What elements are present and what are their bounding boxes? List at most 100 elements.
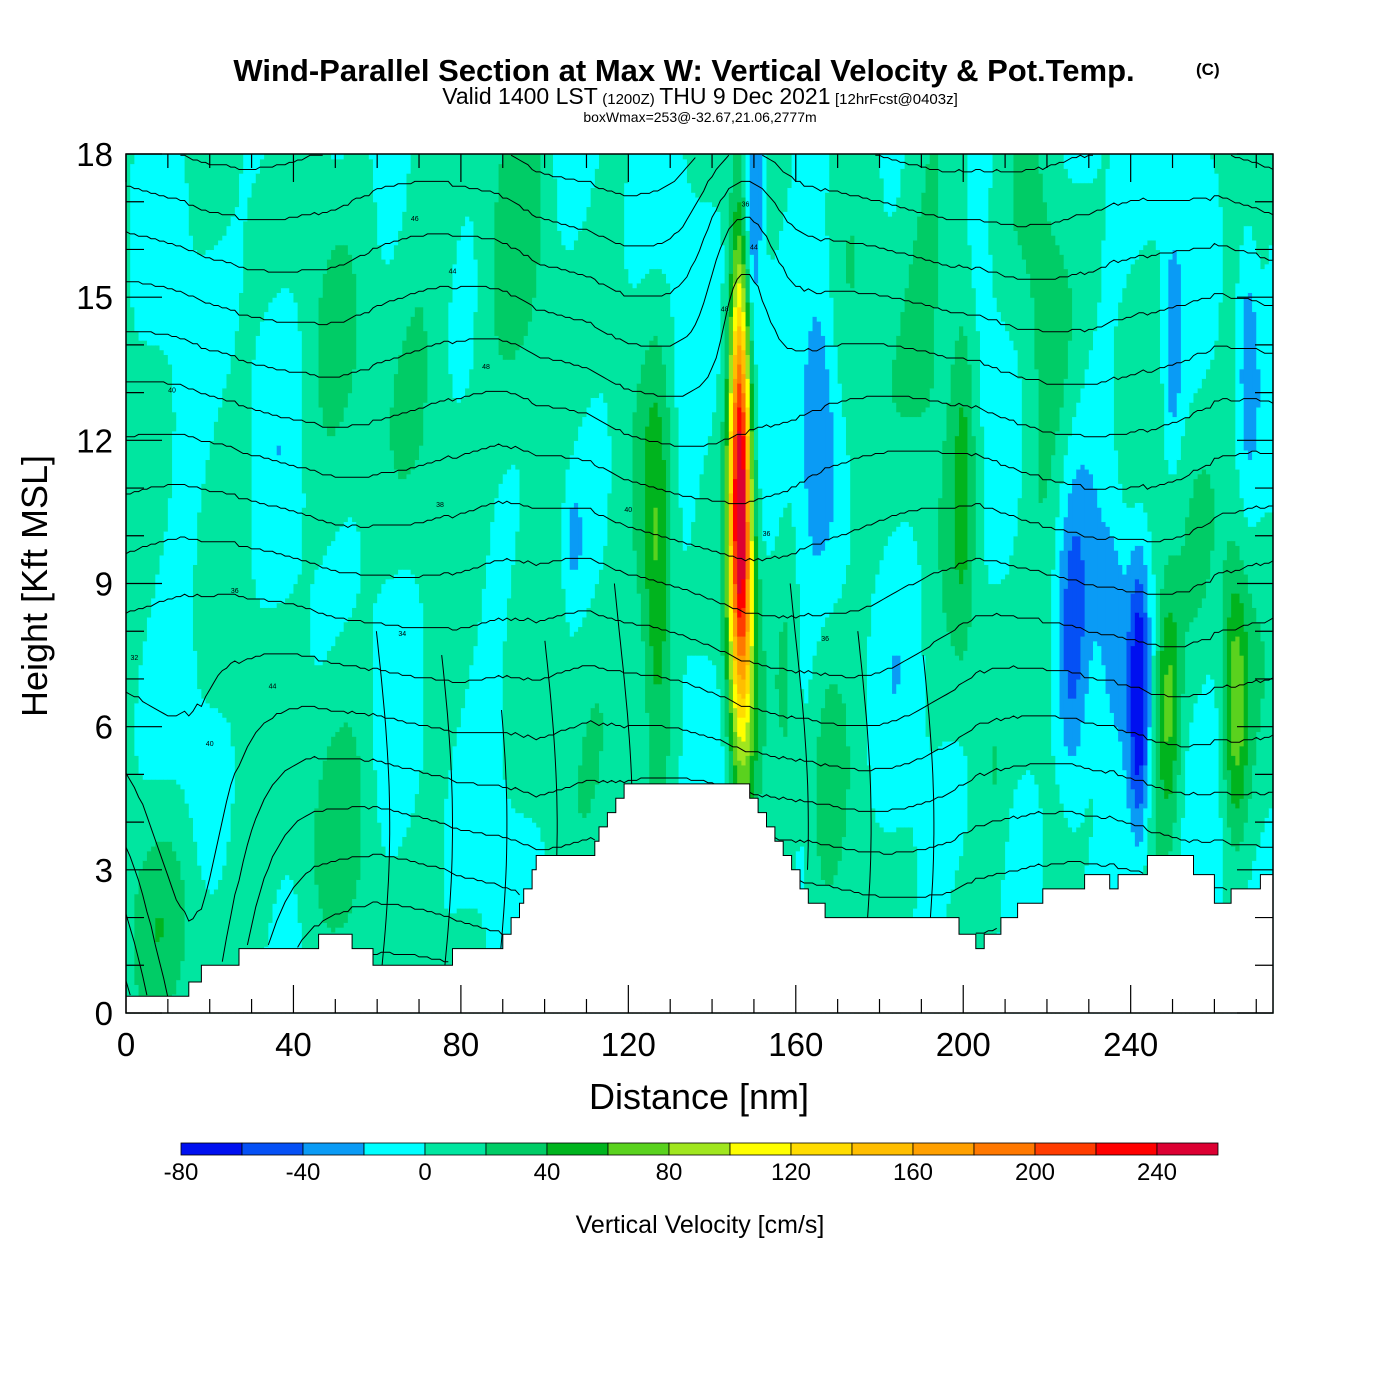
w-cell [887,216,893,537]
w-cell [1143,764,1149,809]
w-cell [1235,635,1241,766]
w-cell [762,745,768,871]
w-cell [954,340,960,437]
w-cell [582,154,588,222]
w-cell [745,755,751,785]
w-cell [318,154,324,298]
w-cell [1193,616,1199,704]
w-cell [134,330,140,704]
w-cell [502,154,508,360]
w-cell [293,583,299,895]
w-cell [1256,154,1262,255]
w-cell [942,740,948,919]
w-cell [779,516,784,632]
w-cell [737,760,742,790]
w-cell [339,526,345,632]
w-cell [959,406,964,585]
w-cell [1239,497,1245,561]
w-cell [979,154,985,427]
w-cell [921,192,927,413]
w-cell [1088,154,1094,184]
w-cell [745,268,751,303]
w-cell [297,330,303,575]
w-cell [1080,822,1086,895]
w-cell [996,583,1002,933]
w-cell [1180,693,1186,818]
w-cell [1247,526,1253,594]
w-cell [741,740,747,766]
w-cell [343,721,349,923]
w-cell [774,674,780,690]
w-cell [586,607,592,723]
w-cell [205,154,211,251]
w-cell [1076,154,1082,184]
w-cell [745,468,751,523]
w-cell [1072,831,1077,943]
w-cell [732,540,738,585]
w-cell [841,154,847,418]
w-cell [1159,383,1165,589]
w-cell [569,249,575,456]
w-cell [912,416,918,542]
w-cell [787,502,793,1014]
w-cell [938,497,943,570]
w-cell [1080,182,1086,389]
w-cell [674,406,680,1014]
w-cell [423,330,429,403]
w-cell [452,154,458,265]
w-cell [1013,535,1019,790]
w-cell [310,583,315,656]
w-cell [992,583,998,747]
w-cell [1126,631,1132,733]
w-cell [448,912,454,1014]
w-cell [1155,249,1161,651]
w-cell [1180,545,1186,694]
w-cell [963,416,969,570]
w-cell [741,635,747,656]
w-cell [1105,168,1111,527]
w-cell [1243,764,1249,823]
w-cell [762,154,768,542]
w-cell [971,559,977,1014]
terrain-mask [125,783,1274,1014]
w-cell [594,397,600,585]
w-cell [1180,435,1186,546]
w-cell [732,478,738,542]
w-cell [971,154,977,289]
theta-contour [373,951,449,963]
w-cell [666,406,671,756]
w-cell [959,583,964,661]
w-cell [1105,154,1111,169]
w-cell [301,154,307,494]
w-cell [569,507,575,570]
contour-label: 36 [742,202,750,209]
w-cell [557,230,562,1014]
w-cell [1034,783,1040,1014]
w-cell [318,779,324,909]
w-cell [1051,755,1056,1014]
w-cell [1180,154,1186,437]
w-cell [628,282,634,1014]
w-cell [594,154,600,169]
w-cell [900,521,906,828]
w-cell [285,154,290,289]
w-cell [393,855,399,1014]
w-cell [846,454,851,566]
w-cell [398,230,403,356]
w-cell [732,764,738,799]
w-cell [192,841,198,1014]
w-cell [846,282,851,456]
w-cell [1197,607,1203,694]
w-cell [1122,502,1128,575]
w-cell [1231,803,1236,847]
w-cell [758,488,763,580]
w-cell [1151,154,1157,241]
w-cell [1268,511,1274,809]
w-cell [1051,154,1056,236]
w-cell [1189,154,1195,403]
w-cell [1247,292,1253,461]
w-cell [167,497,173,780]
w-cell [1076,678,1082,747]
w-cell [783,211,789,508]
w-cell [163,154,169,356]
